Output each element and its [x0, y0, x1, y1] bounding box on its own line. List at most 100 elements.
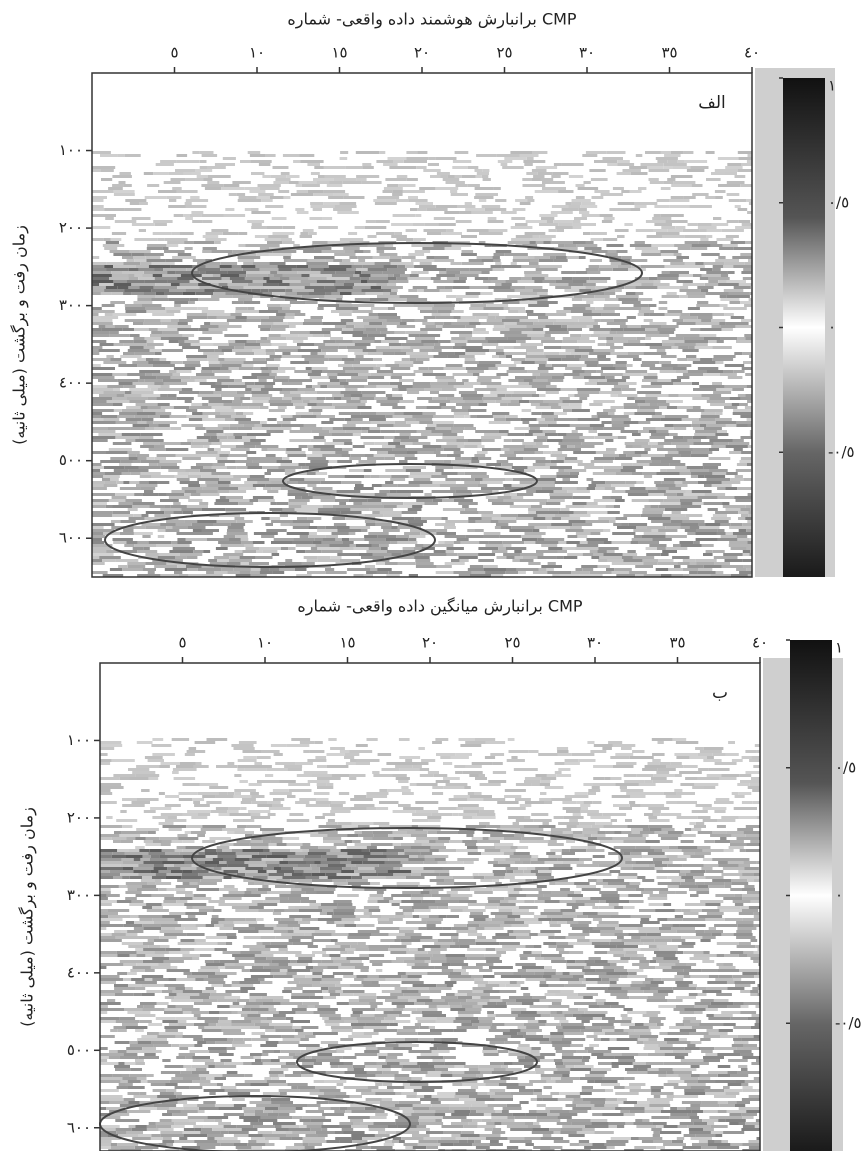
texture — [657, 562, 678, 565]
texture — [683, 574, 690, 577]
texture — [244, 298, 253, 301]
texture — [535, 241, 544, 244]
texture — [330, 849, 341, 852]
texture — [498, 520, 517, 523]
texture — [668, 487, 682, 490]
texture — [332, 427, 343, 430]
texture — [123, 529, 134, 532]
texture — [173, 777, 196, 780]
texture — [218, 541, 242, 544]
texture — [100, 415, 117, 418]
texture — [284, 472, 292, 475]
texture — [742, 523, 752, 526]
texture — [213, 343, 229, 346]
texture — [586, 487, 596, 490]
texture — [369, 418, 386, 421]
texture — [111, 759, 135, 762]
texture — [125, 439, 136, 442]
texture — [426, 256, 435, 259]
texture — [103, 484, 118, 487]
texture — [375, 870, 388, 873]
texture — [109, 568, 123, 571]
texture — [210, 322, 230, 325]
texture — [738, 157, 752, 160]
texture — [731, 574, 748, 577]
texture — [179, 391, 200, 394]
texture — [349, 544, 356, 547]
texture — [577, 340, 596, 343]
texture — [433, 355, 448, 358]
texture — [505, 547, 527, 550]
texture — [417, 289, 424, 292]
texture — [753, 873, 760, 876]
texture — [676, 756, 690, 759]
texture — [362, 337, 375, 340]
texture — [536, 511, 559, 514]
texture — [309, 400, 324, 403]
texture — [503, 322, 517, 325]
texture — [496, 373, 509, 376]
texture — [705, 876, 724, 879]
texture — [729, 858, 750, 861]
texture — [669, 858, 687, 861]
texture — [266, 855, 288, 858]
texture — [562, 801, 577, 804]
texture — [119, 487, 141, 490]
texture — [196, 463, 213, 466]
texture — [704, 475, 726, 478]
texture — [354, 795, 367, 798]
texture — [584, 247, 593, 250]
texture — [328, 358, 342, 361]
texture — [141, 394, 161, 397]
texture — [219, 265, 232, 268]
texture — [562, 439, 585, 442]
texture — [537, 538, 545, 541]
texture — [337, 373, 359, 376]
texture — [564, 469, 587, 472]
texture — [395, 430, 417, 433]
texture — [186, 556, 198, 559]
texture — [376, 370, 394, 373]
texture — [271, 217, 287, 220]
texture — [407, 520, 427, 523]
texture — [154, 457, 166, 460]
texture — [226, 319, 247, 322]
texture — [143, 442, 160, 445]
texture — [314, 256, 335, 259]
texture — [616, 172, 631, 175]
texture — [503, 346, 514, 349]
texture — [133, 870, 151, 873]
texture — [480, 292, 493, 295]
texture — [401, 786, 409, 789]
texture — [271, 481, 287, 484]
texture — [721, 774, 739, 777]
texture — [92, 451, 106, 454]
texture — [627, 825, 649, 828]
texture — [349, 241, 370, 244]
texture — [682, 568, 699, 571]
texture — [732, 388, 744, 391]
texture — [563, 307, 586, 310]
texture — [721, 565, 744, 568]
texture — [373, 454, 395, 457]
texture — [227, 283, 248, 286]
texture — [193, 765, 209, 768]
texture — [576, 244, 598, 247]
x-tick-label: ١٠ — [249, 44, 265, 62]
texture — [191, 442, 212, 445]
texture — [693, 876, 706, 879]
texture — [239, 571, 251, 574]
texture — [624, 780, 645, 783]
texture — [631, 538, 653, 541]
texture — [478, 199, 487, 202]
texture — [123, 352, 135, 355]
texture — [450, 190, 458, 193]
texture — [182, 334, 195, 337]
texture — [718, 864, 739, 867]
texture — [523, 379, 533, 382]
texture — [350, 798, 373, 801]
texture — [681, 834, 696, 837]
texture — [466, 229, 489, 232]
texture — [712, 753, 726, 756]
texture — [532, 571, 548, 574]
